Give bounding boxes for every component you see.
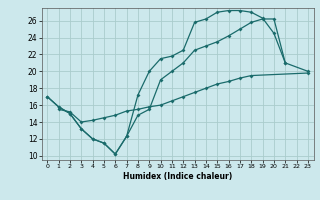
X-axis label: Humidex (Indice chaleur): Humidex (Indice chaleur) — [123, 172, 232, 181]
